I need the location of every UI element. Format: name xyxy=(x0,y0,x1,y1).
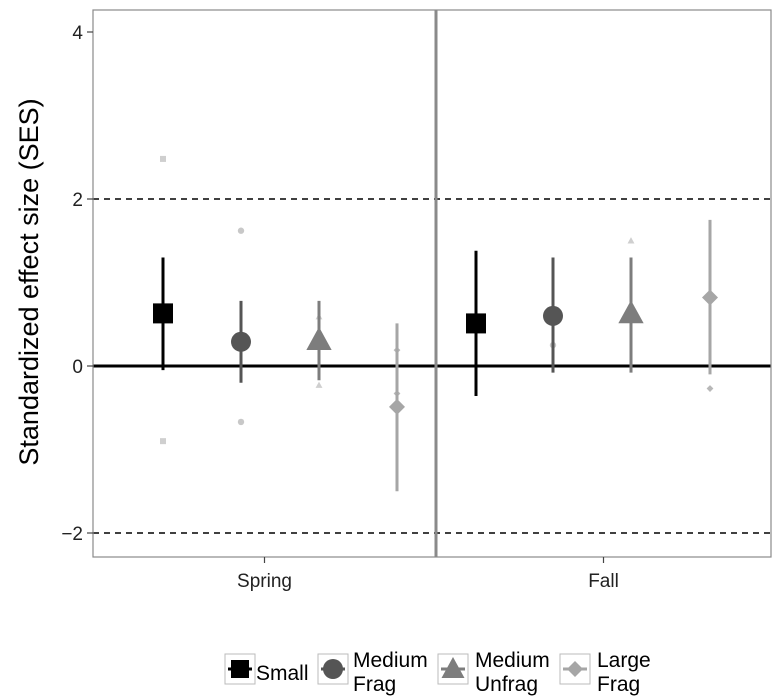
y-axis-ticks: −2 0 2 4 xyxy=(61,23,93,545)
y-tick-label: 0 xyxy=(72,357,83,378)
series-large-frag xyxy=(389,219,718,492)
point-estimate-marker xyxy=(153,303,173,324)
legend-label: Medium xyxy=(475,649,550,672)
y-tick-label: 4 xyxy=(72,23,83,44)
legend-label: Frag xyxy=(597,673,640,696)
point-estimate-marker xyxy=(702,289,718,306)
y-axis-title: Standardized effect size (SES) xyxy=(14,98,44,465)
x-axis-labels: Spring Fall xyxy=(237,557,619,592)
legend-label: Medium xyxy=(353,649,428,672)
faint-point xyxy=(160,155,166,162)
point-estimate-marker xyxy=(618,300,644,324)
legend-key-marker xyxy=(323,659,343,679)
legend-key-marker xyxy=(441,657,465,678)
legend-key-marker xyxy=(567,661,583,677)
plot-panel xyxy=(92,9,772,558)
point-estimate-marker xyxy=(543,305,563,326)
faint-point xyxy=(237,418,245,426)
data-series xyxy=(153,155,718,492)
series-small xyxy=(153,155,486,445)
faint-point xyxy=(160,438,166,445)
legend-label: Large xyxy=(597,649,651,672)
y-tick-label: −2 xyxy=(61,524,83,545)
point-estimate-marker xyxy=(231,331,251,352)
legend-label: Small xyxy=(256,662,309,685)
y-axis-title-group: Standardized effect size (SES) xyxy=(14,98,44,465)
legend-label: Unfrag xyxy=(475,673,538,696)
reference-lines xyxy=(93,198,771,534)
x-tick-label: Spring xyxy=(237,571,292,592)
legend-label: Frag xyxy=(353,673,396,696)
faint-point xyxy=(706,385,714,392)
x-tick-label: Fall xyxy=(588,571,619,592)
faint-point xyxy=(237,227,245,234)
faint-point xyxy=(627,237,635,244)
series-medium-frag xyxy=(231,227,563,426)
panel-border xyxy=(92,9,772,558)
y-tick-label: 2 xyxy=(72,190,83,211)
legend-key-marker xyxy=(231,660,249,678)
point-estimate-marker xyxy=(466,313,486,334)
series-medium-unfrag xyxy=(306,237,644,388)
point-estimate-marker xyxy=(306,326,332,351)
faint-point xyxy=(315,381,323,388)
point-estimate-marker xyxy=(389,398,405,415)
